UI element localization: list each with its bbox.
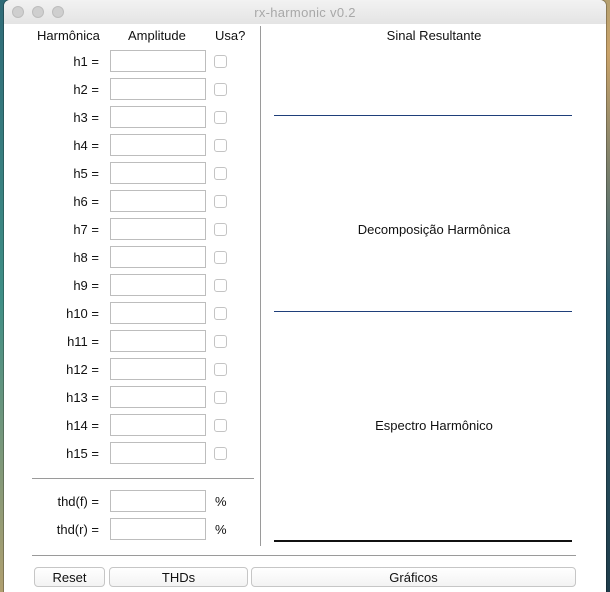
h1-label: h1 = bbox=[73, 54, 99, 69]
h1-use-checkbox[interactable] bbox=[214, 55, 227, 68]
h13-use-checkbox[interactable] bbox=[214, 391, 227, 404]
h14-use-checkbox[interactable] bbox=[214, 419, 227, 432]
thd-f-unit: % bbox=[215, 494, 227, 509]
maximize-window-icon[interactable] bbox=[52, 6, 64, 18]
h9-label: h9 = bbox=[73, 278, 99, 293]
h14-label: h14 = bbox=[66, 418, 99, 433]
thd-r-unit: % bbox=[215, 522, 227, 537]
h13-label: h13 = bbox=[66, 390, 99, 405]
h3-use-checkbox[interactable] bbox=[214, 111, 227, 124]
h7-amplitude-input[interactable] bbox=[110, 218, 206, 240]
h11-label: h11 = bbox=[67, 334, 99, 349]
minimize-window-icon[interactable] bbox=[32, 6, 44, 18]
graphs-button[interactable]: Gráficos bbox=[251, 567, 576, 587]
h4-amplitude-input[interactable] bbox=[110, 134, 206, 156]
spectrum-chart-title: Espectro Harmônico bbox=[375, 418, 493, 433]
h9-amplitude-input[interactable] bbox=[110, 274, 206, 296]
header-harmonic: Harmônica bbox=[37, 28, 100, 43]
h6-use-checkbox[interactable] bbox=[214, 195, 227, 208]
app-window: rx-harmonic v0.2 Harmônica Amplitude Usa… bbox=[4, 0, 606, 592]
h11-use-checkbox[interactable] bbox=[214, 335, 227, 348]
thd-f-label: thd(f) = bbox=[57, 494, 99, 509]
panel-divider bbox=[260, 26, 261, 546]
header-amplitude: Amplitude bbox=[128, 28, 186, 43]
h3-amplitude-input[interactable] bbox=[110, 106, 206, 128]
h6-label: h6 = bbox=[73, 194, 99, 209]
h10-amplitude-input[interactable] bbox=[110, 302, 206, 324]
thd-r-label: thd(r) = bbox=[56, 522, 99, 537]
h12-amplitude-input[interactable] bbox=[110, 358, 206, 380]
h8-label: h8 = bbox=[73, 250, 99, 265]
h10-label: h10 = bbox=[66, 306, 99, 321]
header-use: Usa? bbox=[215, 28, 246, 43]
thd-f-field[interactable] bbox=[110, 490, 206, 512]
h4-use-checkbox[interactable] bbox=[214, 139, 227, 152]
h11-amplitude-input[interactable] bbox=[110, 330, 206, 352]
h14-amplitude-input[interactable] bbox=[110, 414, 206, 436]
h5-label: h5 = bbox=[73, 166, 99, 181]
window-title: rx-harmonic v0.2 bbox=[254, 5, 356, 20]
h12-label: h12 = bbox=[66, 362, 99, 377]
h7-use-checkbox[interactable] bbox=[214, 223, 227, 236]
thd-r-field[interactable] bbox=[110, 518, 206, 540]
h15-label: h15 = bbox=[66, 446, 99, 461]
h6-amplitude-input[interactable] bbox=[110, 190, 206, 212]
table-separator bbox=[32, 478, 254, 479]
bottom-separator bbox=[32, 555, 576, 556]
main-content: Harmônica Amplitude Usa? h1 = h2 = h3 = h4 … bbox=[4, 24, 606, 592]
h3-label: h3 = bbox=[73, 110, 99, 125]
h2-label: h2 = bbox=[73, 82, 99, 97]
h2-use-checkbox[interactable] bbox=[214, 83, 227, 96]
close-window-icon[interactable] bbox=[12, 6, 24, 18]
decomposition-plot-line bbox=[274, 311, 572, 312]
h9-use-checkbox[interactable] bbox=[214, 279, 227, 292]
h15-amplitude-input[interactable] bbox=[110, 442, 206, 464]
h12-use-checkbox[interactable] bbox=[214, 363, 227, 376]
decomposition-chart-title: Decomposição Harmônica bbox=[357, 222, 511, 237]
h1-amplitude-input[interactable] bbox=[110, 50, 206, 72]
thds-button[interactable]: THDs bbox=[109, 567, 248, 587]
h4-label: h4 = bbox=[73, 138, 99, 153]
h8-amplitude-input[interactable] bbox=[110, 246, 206, 268]
h7-label: h7 = bbox=[73, 222, 99, 237]
resultant-chart-title: Sinal Resultante bbox=[386, 28, 482, 43]
h15-use-checkbox[interactable] bbox=[214, 447, 227, 460]
h2-amplitude-input[interactable] bbox=[110, 78, 206, 100]
spectrum-plot-axis bbox=[274, 540, 572, 542]
title-bar: rx-harmonic v0.2 bbox=[4, 0, 606, 25]
resultant-plot-line bbox=[274, 115, 572, 116]
h10-use-checkbox[interactable] bbox=[214, 307, 227, 320]
h5-use-checkbox[interactable] bbox=[214, 167, 227, 180]
h5-amplitude-input[interactable] bbox=[110, 162, 206, 184]
reset-button[interactable]: Reset bbox=[34, 567, 105, 587]
h13-amplitude-input[interactable] bbox=[110, 386, 206, 408]
h8-use-checkbox[interactable] bbox=[214, 251, 227, 264]
